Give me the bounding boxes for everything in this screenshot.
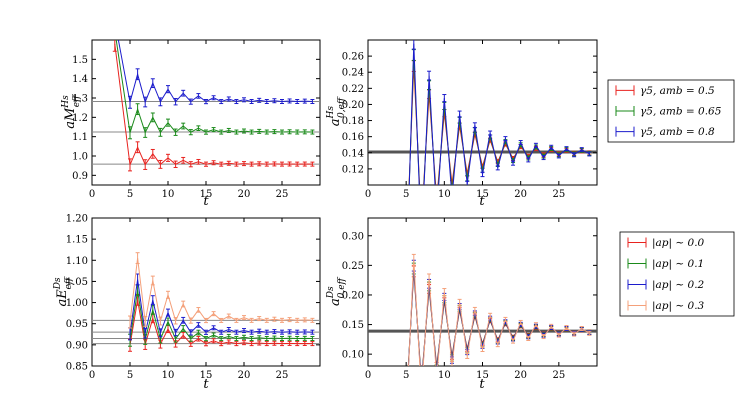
x-tick-label: 5 (403, 370, 409, 381)
y-tick-label: 0.12 (342, 164, 364, 175)
plot-frame (367, 39, 598, 186)
x-tick-label: 5 (127, 189, 133, 200)
x-tick-label: 15 (476, 189, 489, 200)
y-tick-label: 0.18 (342, 116, 364, 127)
x-tick-label: 10 (162, 370, 175, 381)
y-tick-label: 1.4 (72, 74, 88, 85)
legend-label: γ5, amb = 0.5 (640, 85, 715, 97)
plot-content: 0 5 10 15 20 25 0.10 0.15 0.20 0.25 0.30 (342, 218, 597, 381)
series-line (408, 259, 590, 366)
legend-frame (619, 231, 735, 317)
plot-area (92, 252, 320, 352)
y-tick-label: 0.30 (342, 231, 364, 242)
x-tick-label: 20 (514, 189, 527, 200)
x-tick-label: 15 (200, 189, 213, 200)
x-axis-title: t (479, 377, 485, 392)
plot-content: 0 5 10 15 20 25 0.12 0.14 0.16 0.18 0.20 0.22 0.24 0.… (342, 40, 597, 200)
legend-label: |ap| ∼ 0.0 (652, 237, 705, 250)
y-tick-label: 0.15 (342, 320, 364, 331)
y-tick-label: 0.14 (342, 148, 364, 159)
y-tick-label: 1.15 (66, 235, 88, 246)
x-axis-title: t (479, 194, 485, 209)
y-tick-label: 0.24 (342, 68, 364, 79)
x-tick-label: 0 (365, 370, 371, 381)
y-tick-label: 0.16 (342, 132, 364, 143)
x-tick-label: 10 (438, 370, 451, 381)
x-tick-label: 25 (276, 189, 289, 200)
y-tick-label: 1.1 (72, 132, 88, 143)
legend-label: γ5, amb = 0.8 (640, 126, 715, 138)
x-tick-label: 20 (238, 189, 251, 200)
plot-area (368, 40, 597, 185)
x-tick-label: 15 (200, 370, 213, 381)
y-tick-label: 0.90 (66, 340, 88, 351)
panel-top-left: 0 5 10 15 20 25 0.9 1.0 1.1 1.2 1.3 1.4 1.5 t aMHsef… (61, 39, 321, 209)
legend-label: |ap| ∼ 0.2 (652, 279, 705, 292)
x-axis-title: t (203, 377, 209, 392)
x-tick-label: 20 (238, 370, 251, 381)
y-tick-label: 1.0 (72, 152, 88, 163)
y-axis-title: aDs0,eff (326, 276, 347, 306)
series-line (114, 43, 313, 167)
y-tick-label: 0.10 (342, 350, 364, 361)
y-tick-label: 1.00 (66, 298, 88, 309)
panel-bottom-right: 0 5 10 15 20 25 0.10 0.15 0.20 0.25 0.30 t aDs0,ef… (326, 217, 598, 392)
plot-area (92, 40, 320, 172)
plot-area (368, 253, 597, 366)
y-tick-label: 0.22 (342, 84, 364, 95)
y-tick-label: 1.05 (66, 277, 88, 288)
y-tick-label: 0.20 (342, 290, 364, 301)
x-tick-label: 20 (514, 370, 527, 381)
y-tick-label: 1.2 (72, 113, 88, 124)
y-tick-label: 1.3 (72, 94, 88, 105)
legend-bottom: |ap| ∼ 0.0 |ap| ∼ 0.1 |ap| ∼ 0.2 |ap| ∼ 0.3 (619, 231, 735, 317)
x-tick-label: 25 (552, 370, 565, 381)
y-tick-label: 0.85 (66, 362, 88, 373)
x-axis-title: t (203, 194, 209, 209)
x-tick-label: 0 (89, 189, 95, 200)
x-tick-label: 5 (403, 189, 409, 200)
legend-label: γ5, amb = 0.65 (640, 106, 722, 118)
x-tick-label: 10 (438, 189, 451, 200)
y-axis-title: aMHseff (61, 94, 82, 129)
plot-content: 0 5 10 15 20 25 0.85 0.90 0.95 1.00 1.05 1.10 1.15 1.… (66, 214, 320, 381)
y-tick-label: 0.9 (72, 171, 88, 182)
series-line (129, 258, 313, 323)
legend-top: γ5, amb = 0.5 γ5, amb = 0.65 γ5, amb = 0.8 (607, 79, 735, 143)
y-tick-label: 1.20 (66, 214, 88, 225)
legend-entries: γ5, amb = 0.5 γ5, amb = 0.65 γ5, amb = 0.8 (615, 85, 722, 138)
x-tick-label: 0 (89, 370, 95, 381)
series-line (117, 40, 313, 104)
y-tick-label: 0.25 (342, 261, 364, 272)
y-tick-label: 1.5 (72, 55, 88, 66)
x-tick-label: 10 (162, 189, 175, 200)
x-tick-label: 15 (476, 370, 489, 381)
y-axis-title: aEDseff (53, 276, 74, 306)
series-line (115, 40, 313, 134)
x-tick-label: 5 (127, 370, 133, 381)
y-tick-label: 0.20 (342, 100, 364, 111)
plot-content: 0 5 10 15 20 25 0.9 1.0 1.1 1.2 1.3 1.4 1.5 (72, 40, 320, 200)
x-tick-label: 0 (365, 189, 371, 200)
legend-label: |ap| ∼ 0.1 (652, 258, 704, 271)
y-tick-label: 1.10 (66, 256, 88, 267)
x-tick-label: 25 (552, 189, 565, 200)
x-tick-label: 25 (276, 370, 289, 381)
panel-top-right: 0 5 10 15 20 25 0.12 0.14 0.16 0.18 0.20 0.22 0.24 0.… (326, 39, 598, 209)
y-tick-label: 0.26 (342, 52, 364, 63)
legend-entries: |ap| ∼ 0.0 |ap| ∼ 0.1 |ap| ∼ 0.2 |ap| ∼ 0.3 (627, 237, 705, 313)
legend-label: |ap| ∼ 0.3 (652, 300, 705, 313)
panel-bottom-left: 0 5 10 15 20 25 0.85 0.90 0.95 1.00 1.05 1.10 1.15 1.… (53, 214, 321, 392)
y-tick-label: 0.95 (66, 319, 88, 330)
